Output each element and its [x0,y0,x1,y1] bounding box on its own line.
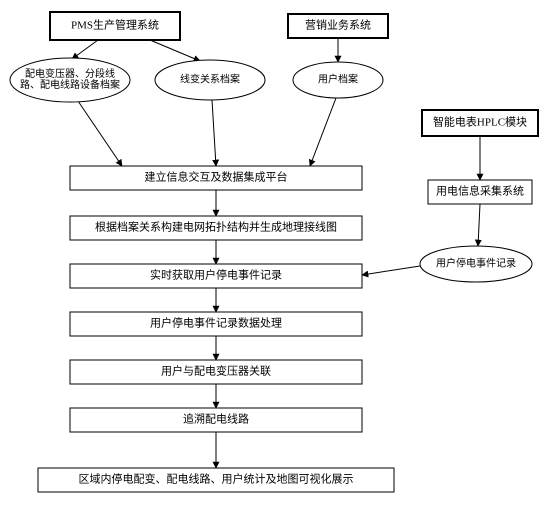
edge-outage-p3 [362,266,420,275]
edge-userfile-p1 [310,98,336,166]
node-label-outage: 用户停电事件记录 [436,256,516,269]
node-p3: 实时获取用户停电事件记录 [70,264,362,288]
edge-equip-p1 [78,101,122,166]
node-label-pms: PMS生产管理系统 [71,18,159,32]
node-linerel: 线变关系档案 [155,60,265,100]
node-hplc: 智能电表HPLC模块 [422,110,538,136]
node-label-equip-l1: 路、配电线路设备档案 [20,78,120,91]
node-equip: 配电变压器、分段线路、配电线路设备档案 [10,58,130,102]
node-userfile: 用户档案 [293,62,383,98]
edge-pms-linerel [150,40,200,61]
node-label-p6: 追溯配电线路 [183,412,249,426]
node-p5: 用户与配电变压器关联 [70,360,362,384]
node-p2: 根据档案关系构建电网拓扑结构并生成地理接线图 [70,216,362,240]
node-acq: 用电信息采集系统 [428,180,532,204]
node-p1: 建立信息交互及数据集成平台 [70,166,362,190]
edge-linerel-p1 [212,100,216,166]
node-label-equip-l0: 配电变压器、分段线 [25,67,115,80]
node-marketing: 营销业务系统 [288,14,388,38]
node-label-acq: 用电信息采集系统 [436,184,524,198]
node-label-p1: 建立信息交互及数据集成平台 [145,170,288,184]
node-p4: 用户停电事件记录数据处理 [70,312,362,336]
node-p7: 区域内停电配变、配电线路、用户统计及地图可视化展示 [38,468,394,492]
node-p6: 追溯配电线路 [70,408,362,432]
node-label-p7: 区域内停电配变、配电线路、用户统计及地图可视化展示 [79,472,354,486]
node-label-p3: 实时获取用户停电事件记录 [150,268,282,282]
edge-acq-outage [478,204,480,246]
node-outage: 用户停电事件记录 [420,246,532,282]
node-label-hplc: 智能电表HPLC模块 [433,115,527,129]
node-label-linerel: 线变关系档案 [180,72,240,85]
node-label-p4: 用户停电事件记录数据处理 [150,316,282,330]
edge-pms-equip [72,40,98,59]
node-label-p2: 根据档案关系构建电网拓扑结构并生成地理接线图 [95,220,337,234]
node-pms: PMS生产管理系统 [50,12,180,40]
node-label-marketing: 营销业务系统 [305,18,371,32]
node-label-userfile: 用户档案 [318,72,358,85]
node-label-p5: 用户与配电变压器关联 [161,364,271,378]
